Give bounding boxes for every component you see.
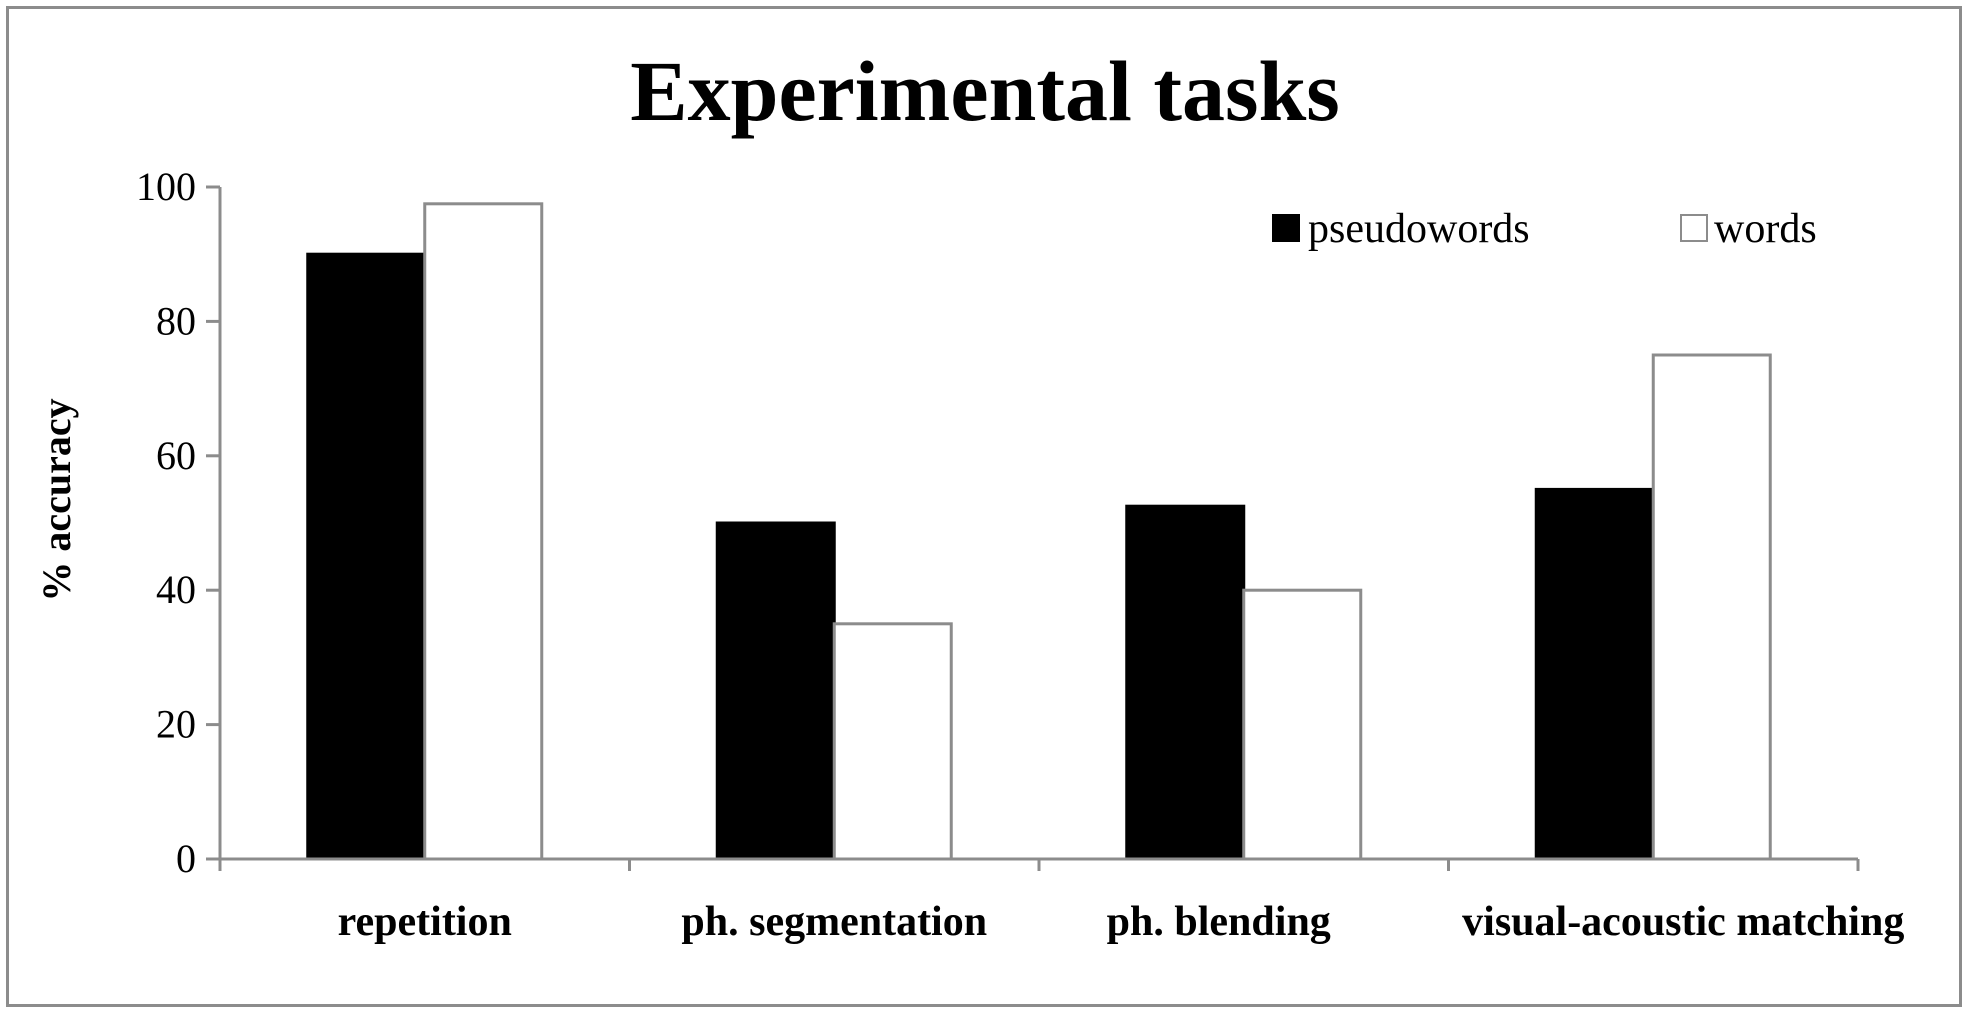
bar-words-ph-blending [1242, 588, 1363, 861]
bar-pseudowords-ph-blending [1125, 504, 1246, 861]
y-tick-label: 80 [156, 298, 196, 343]
y-tick-label: 60 [156, 433, 196, 478]
legend-label-words: words [1714, 206, 1817, 252]
y-tick-label: 20 [156, 702, 196, 747]
legend: pseudowords words [1272, 206, 1817, 252]
x-tick-label-repetition: repetition [338, 899, 512, 945]
y-axis-label: % accuracy [34, 398, 79, 601]
legend-swatch-pseudowords [1272, 214, 1300, 242]
legend-label-pseudowords: pseudowords [1308, 206, 1530, 252]
bar-pseudowords-repetition [306, 252, 427, 861]
bar-pseudowords-visual-acoustic-matching [1534, 487, 1655, 861]
bar-words-repetition [423, 202, 544, 861]
legend-swatch-words [1680, 214, 1708, 242]
y-tick-label: 100 [136, 164, 196, 209]
x-tick-label-ph-blending: ph. blending [1107, 899, 1331, 945]
y-tick-label: 0 [176, 836, 196, 881]
axes-group [218, 187, 1860, 871]
bars-group [306, 202, 1772, 861]
y-tick-label: 40 [156, 567, 196, 612]
x-tick-label-ph-segmentation: ph. segmentation [681, 899, 987, 945]
x-labels-group: repetition ph. segmentation ph. blending vi… [338, 899, 1905, 945]
bar-words-visual-acoustic-matching [1651, 353, 1772, 861]
x-tick-label-visual-acoustic-matching: visual-acoustic matching [1462, 899, 1904, 945]
bar-words-ph-segmentation [832, 622, 953, 861]
chart-title: Experimental tasks [630, 43, 1340, 139]
y-ticks-group: 0 20 40 60 80 100 [136, 164, 220, 881]
bar-pseudowords-ph-segmentation [715, 521, 836, 861]
